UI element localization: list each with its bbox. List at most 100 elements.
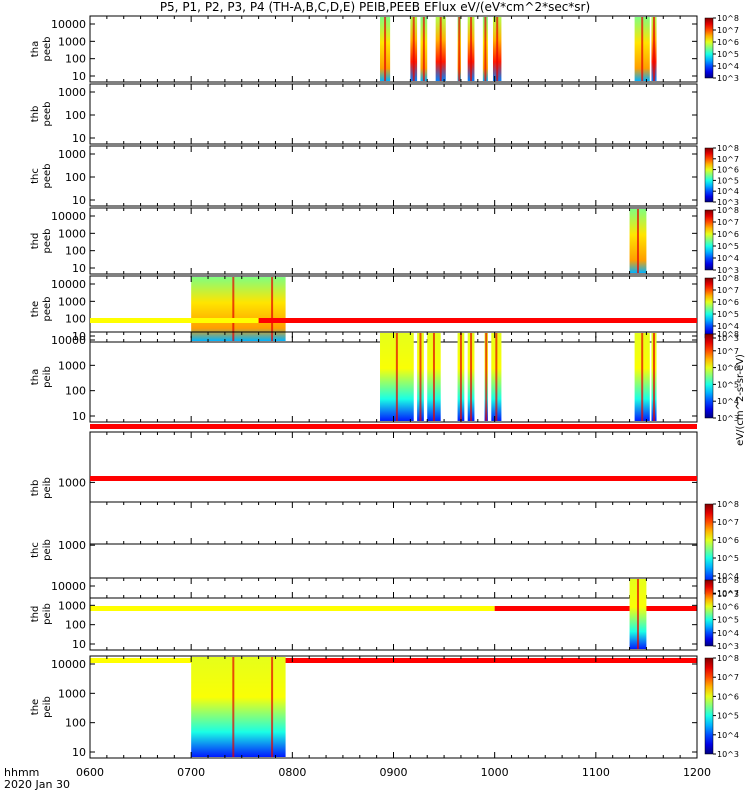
x-tick-label: 1000 bbox=[481, 766, 509, 779]
y-tick-label: 10000 bbox=[51, 334, 86, 347]
panel-thd-peib: 10 100 1000 10000 thdpeib 10^3 10^4 10^5 10^6 10^… bbox=[30, 576, 739, 651]
color-scale-bar bbox=[704, 147, 714, 203]
panel-frame bbox=[89, 207, 698, 275]
spectrogram-streak bbox=[636, 579, 639, 649]
spectrogram-streak bbox=[439, 17, 442, 81]
color-scale-tick-label: 10^8 bbox=[717, 144, 739, 153]
spectrogram-streak bbox=[484, 17, 487, 81]
color-scale-tick-label: 10^7 bbox=[717, 26, 739, 35]
spectrogram-streak bbox=[232, 657, 235, 757]
y-axis-label: thapeib bbox=[30, 366, 53, 388]
color-scale-bar bbox=[704, 17, 714, 79]
spectrogram-streak bbox=[232, 277, 235, 341]
y-tick-label: 1000 bbox=[58, 35, 86, 48]
panel-the-peeb: 10 100 1000 10000 thepeeb 10^3 10^4 10^5 10^6 10^… bbox=[30, 274, 739, 343]
y-axis-label: thepeib bbox=[30, 696, 53, 718]
color-scale-tick-label: 10^4 bbox=[717, 254, 739, 263]
y-tick-label: 1000 bbox=[58, 599, 86, 612]
color-scale-tick-label: 10^6 bbox=[717, 230, 739, 239]
panel-frame bbox=[89, 15, 698, 83]
spectrogram-streak bbox=[641, 17, 644, 81]
panel-frame bbox=[89, 83, 698, 145]
colorbar-unit-label: eV/(cm^2-s-sr-eV) bbox=[735, 354, 746, 446]
color-scale-tick-label: 10^5 bbox=[717, 554, 739, 563]
y-tick-label: 10000 bbox=[51, 278, 86, 291]
x-tick-label: 0800 bbox=[278, 766, 306, 779]
color-scale-tick-label: 10^8 bbox=[717, 576, 739, 585]
color-scale-tick-label: 10^6 bbox=[717, 166, 739, 175]
color-scale-tick-label: 10^5 bbox=[717, 50, 739, 59]
status-bar-segment bbox=[90, 318, 259, 323]
y-tick-label: 100 bbox=[65, 717, 86, 730]
spectrogram-streak bbox=[458, 17, 461, 81]
x-tick-label: 1100 bbox=[582, 766, 610, 779]
y-tick-label: 1000 bbox=[58, 227, 86, 240]
color-scale-bar bbox=[704, 277, 714, 339]
color-scale-tick-label: 10^8 bbox=[717, 654, 739, 663]
color-scale-bar bbox=[704, 333, 714, 419]
color-scale-bar bbox=[704, 579, 714, 647]
panel-the-peib: 10 100 1000 10000 thepeib 10^3 10^4 10^5 10^6 10^… bbox=[30, 654, 739, 759]
x-tick-label: 0600 bbox=[76, 766, 104, 779]
panel-tha-peeb: 10 100 1000 10000 thapeeb 10^3 10^4 10^5 10^6 10^… bbox=[30, 14, 739, 83]
color-scale-tick-label: 10^5 bbox=[717, 176, 739, 185]
y-axis-label: thbpeeb bbox=[30, 102, 53, 127]
color-scale-tick-label: 10^4 bbox=[717, 62, 739, 71]
panel-thb-peeb: 10 100 1000 thbpeeb bbox=[30, 83, 698, 145]
spectrogram-streak bbox=[271, 277, 274, 341]
color-scale-tick-label: 10^4 bbox=[717, 322, 739, 331]
color-scale-tick-label: 10^5 bbox=[717, 712, 739, 721]
x-tick-label: 1200 bbox=[683, 766, 711, 779]
y-tick-label: 1000 bbox=[58, 476, 86, 489]
y-tick-label: 10 bbox=[72, 638, 86, 651]
color-scale-tick-label: 10^8 bbox=[717, 14, 739, 23]
panel-tha-peib: 10 100 1000 10000 thapeib 10^3 10^4 10^5 10^6 10^… bbox=[30, 318, 739, 423]
spectrogram-streak bbox=[495, 333, 498, 421]
y-tick-label: 10 bbox=[72, 330, 86, 343]
spectrogram-streak bbox=[653, 17, 656, 81]
y-axis-label: thcpeeb bbox=[30, 164, 53, 189]
y-tick-label: 100 bbox=[65, 109, 86, 122]
y-tick-label: 10000 bbox=[51, 18, 86, 31]
spectrogram-streak bbox=[641, 333, 644, 421]
panel-thd-peeb: 10 100 1000 10000 thdpeeb 10^3 10^4 10^5 10^6 10^… bbox=[30, 206, 739, 275]
color-scale-tick-label: 10^7 bbox=[717, 589, 739, 598]
spectrogram-streak bbox=[485, 333, 488, 421]
color-scale-tick-label: 10^5 bbox=[717, 380, 739, 389]
y-tick-label: 10000 bbox=[51, 210, 86, 223]
color-scale-tick-label: 10^7 bbox=[717, 218, 739, 227]
color-scale-tick-label: 10^7 bbox=[717, 518, 739, 527]
y-axis-label: thdpeib bbox=[30, 603, 53, 625]
color-scale-tick-label: 10^4 bbox=[717, 572, 739, 581]
y-tick-label: 1000 bbox=[58, 148, 86, 161]
y-tick-label: 10 bbox=[72, 194, 86, 207]
panel-frame bbox=[89, 577, 698, 651]
x-tick-label: 0900 bbox=[380, 766, 408, 779]
y-tick-label: 1000 bbox=[58, 86, 86, 99]
color-scale-tick-label: 10^3 bbox=[717, 74, 739, 83]
y-tick-label: 100 bbox=[65, 245, 86, 258]
y-tick-label: 10 bbox=[72, 70, 86, 83]
spectrogram-streak bbox=[496, 17, 499, 81]
panel-thb-peib: 1000 thbpeib bbox=[30, 424, 698, 545]
color-scale-tick-label: 10^7 bbox=[717, 286, 739, 295]
color-scale-tick-label: 10^3 bbox=[717, 414, 739, 423]
y-tick-label: 100 bbox=[65, 619, 86, 632]
color-scale-tick-label: 10^8 bbox=[717, 500, 739, 509]
color-scale-tick-label: 10^5 bbox=[717, 242, 739, 251]
footer-hhmm-label: hhmm bbox=[4, 766, 40, 779]
status-bar-segment bbox=[90, 424, 697, 429]
status-bar-segment bbox=[258, 318, 697, 323]
color-scale-tick-label: 10^3 bbox=[717, 266, 739, 275]
color-scale-tick-label: 10^6 bbox=[717, 536, 739, 545]
y-tick-label: 100 bbox=[65, 385, 86, 398]
spectrogram-streak bbox=[432, 333, 435, 421]
y-tick-label: 10000 bbox=[51, 580, 86, 593]
status-bar-segment bbox=[191, 658, 697, 663]
color-scale-tick-label: 10^7 bbox=[717, 347, 739, 356]
panel-frame bbox=[89, 655, 698, 759]
y-axis-label: thapeeb bbox=[30, 37, 53, 62]
panel-frame bbox=[89, 431, 698, 545]
color-scale-tick-label: 10^4 bbox=[717, 629, 739, 638]
footer-date-label: 2020 Jan 30 bbox=[4, 778, 70, 791]
